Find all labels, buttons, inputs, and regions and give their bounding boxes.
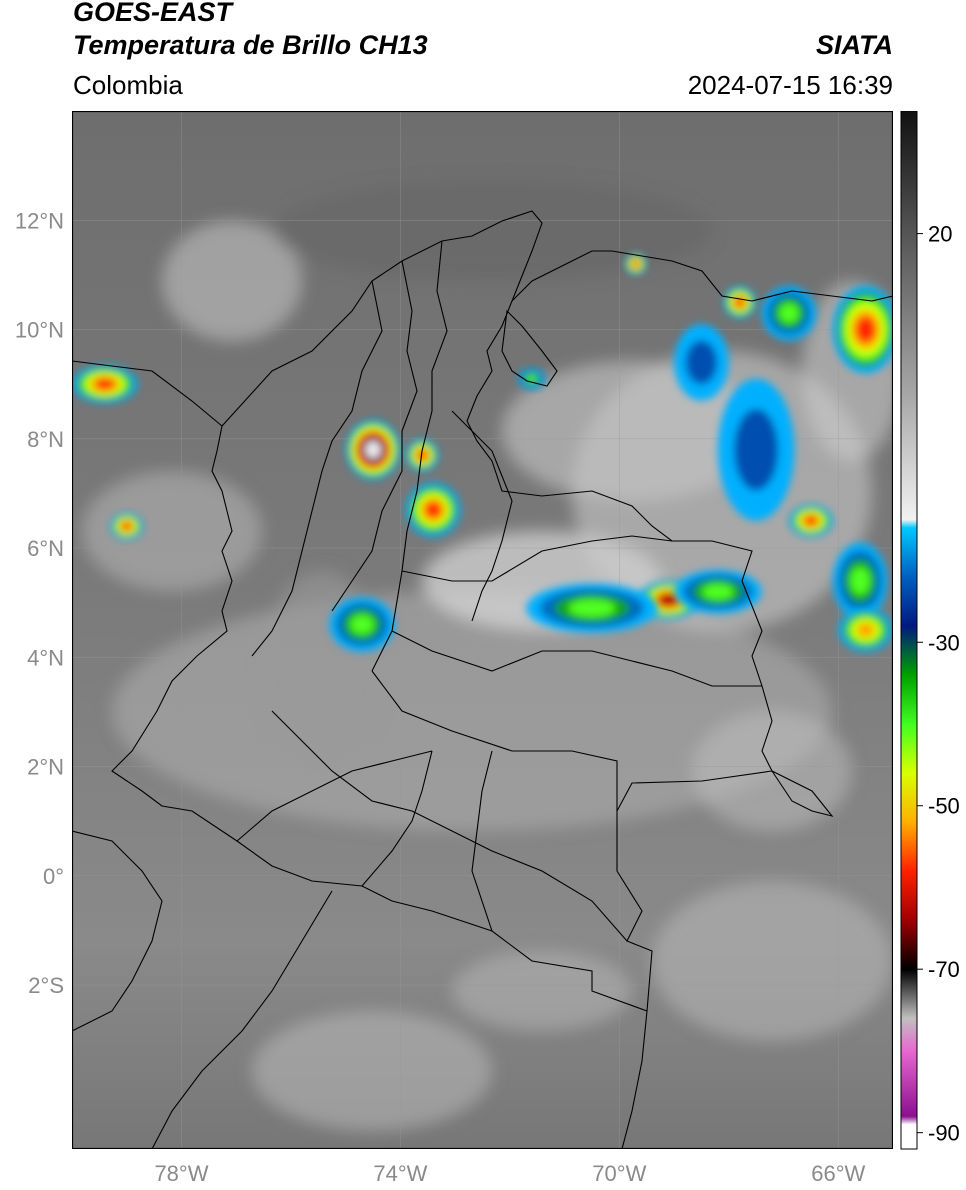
datetime-label: 2024-07-15 16:39 xyxy=(687,70,893,100)
convective-cell xyxy=(838,608,893,652)
admin-3 xyxy=(371,240,448,672)
lon-tick-label: 66°W xyxy=(811,1161,865,1186)
pacific-coast xyxy=(72,830,163,1032)
product-title: Temperatura de Brillo CH13 xyxy=(73,30,428,60)
colorbar-scale xyxy=(900,111,918,1150)
convective-cell xyxy=(405,482,461,538)
convective-cell xyxy=(526,583,658,633)
colombia-outline xyxy=(111,210,834,1012)
satellite-title: GOES-EAST xyxy=(73,0,233,27)
lat-tick-label: 8°N xyxy=(27,427,64,452)
admin-9 xyxy=(236,750,433,842)
convective-cell xyxy=(789,504,833,538)
admin-8 xyxy=(271,710,628,942)
admin-5 xyxy=(401,535,673,582)
convective-cell xyxy=(723,285,757,319)
country-borders xyxy=(72,210,893,1149)
convective-cell xyxy=(761,285,817,341)
convective-cell xyxy=(518,367,546,390)
convective-cell xyxy=(674,324,729,401)
ecuador-peru-border xyxy=(151,890,333,1149)
convective-cell xyxy=(832,285,893,374)
lat-tick-label: 2°N xyxy=(27,755,64,780)
panama-coast xyxy=(72,360,223,427)
convective-cell xyxy=(717,378,795,521)
convective-cell xyxy=(624,253,647,275)
colorbar-tick-label: -30 xyxy=(928,630,960,655)
convective-cell xyxy=(405,438,439,472)
lon-tick-label: 74°W xyxy=(373,1161,427,1186)
convective-cell xyxy=(72,365,138,404)
lat-tick-label: 10°N xyxy=(15,318,64,343)
lat-tick-label: 0° xyxy=(43,864,64,889)
lat-tick-label: 6°N xyxy=(27,536,64,561)
latitude-labels: 12°N 10°N 8°N 6°N 4°N 2°N 0° 2°S xyxy=(15,208,64,998)
convective-cell xyxy=(329,597,395,652)
admin-6 xyxy=(391,630,762,687)
colorbar-tick-label: 20 xyxy=(928,222,952,247)
gridlines xyxy=(72,111,893,1149)
brazil-border xyxy=(621,1010,648,1149)
admin-1 xyxy=(251,280,383,657)
admin-11 xyxy=(471,750,493,932)
colorbar-tick-label: -50 xyxy=(928,794,960,819)
convective-cell xyxy=(674,569,762,614)
agency-label: SIATA xyxy=(816,30,893,60)
convective-cells xyxy=(72,253,893,652)
colorbar: 20 -30 -50 -70 -90 xyxy=(900,111,960,1150)
lat-tick-label: 4°N xyxy=(27,645,64,670)
lake-maracaibo xyxy=(501,309,558,387)
convective-cell xyxy=(832,542,888,620)
colorbar-ticks: 20 -30 -50 -70 -90 xyxy=(917,222,960,1146)
convective-cell xyxy=(345,419,401,480)
colorbar-tick-label: -70 xyxy=(928,957,960,982)
lon-tick-label: 78°W xyxy=(154,1161,208,1186)
venezuela-coast xyxy=(511,250,893,302)
cloud-texture xyxy=(82,181,893,1131)
colorbar-tick-label: -90 xyxy=(928,1121,960,1146)
region-label: Colombia xyxy=(73,70,183,100)
convective-cell xyxy=(110,512,144,540)
lat-tick-label: 2°S xyxy=(28,973,64,998)
admin-4 xyxy=(451,410,513,622)
map-frame xyxy=(72,111,893,1149)
admin-2 xyxy=(331,260,418,612)
lon-tick-label: 70°W xyxy=(592,1161,646,1186)
longitude-labels: 78°W 74°W 70°W 66°W xyxy=(154,1161,865,1186)
satellite-map[interactable] xyxy=(72,111,893,1149)
lat-tick-label: 12°N xyxy=(15,208,64,233)
admin-7 xyxy=(371,670,618,811)
admin-10 xyxy=(361,750,433,887)
